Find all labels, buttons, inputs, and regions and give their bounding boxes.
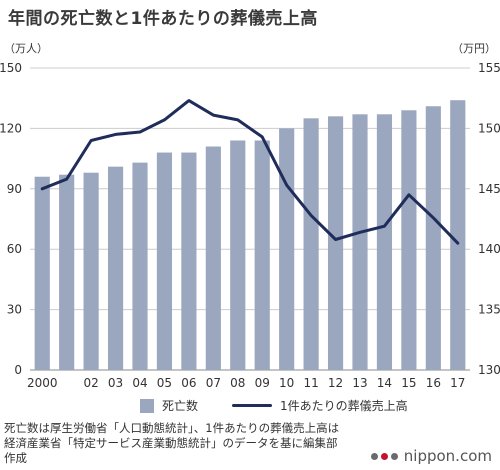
bar-deaths [279,128,295,370]
right-tick-label: 130 [478,363,500,377]
x-tick-label: 10 [279,376,294,390]
bar-deaths [254,140,270,370]
brand-text: nippon.com [403,447,492,465]
legend-label-funeral-sales: 1件あたりの葬儀売上高 [280,399,408,413]
right-axis-unit: （万円） [452,42,496,55]
bar-deaths [59,174,75,370]
bar-deaths [425,106,441,371]
bar-deaths [156,152,173,370]
x-tick-label: 07 [206,376,221,390]
right-tick-label: 150 [478,121,500,135]
bar-deaths [376,114,393,370]
left-tick-label: 150 [0,61,22,75]
bar-deaths [34,176,50,370]
source-note-line: 経済産業省「特定サービス産業動態統計」のデータを基に編集部 [4,436,338,450]
left-tick-label: 30 [7,303,22,317]
x-tick-label: 14 [377,376,392,390]
bar-deaths [107,166,124,370]
bar-deaths [352,114,368,370]
line-funeral-sales [40,99,460,245]
x-tick-label: 02 [83,376,98,390]
brand-dots-icon [370,452,398,460]
source-note-line: 作成 [4,451,27,465]
right-tick-label: 145 [478,182,500,196]
bar-deaths [132,162,148,370]
legend-item-deaths: 死亡数 [140,397,198,414]
bar-deaths [181,152,197,370]
x-tick-label: 09 [255,376,270,390]
bar-deaths [327,116,344,370]
right-tick-label: 155 [478,61,500,75]
brand-logo: nippon.com [370,447,492,465]
x-tick-label: 04 [132,376,147,390]
legend-line-swatch [232,404,272,407]
bar-deaths [450,100,466,371]
source-note-line: 死亡数は厚生労働省「人口動態統計」、1件あたりの葬儀売上高は [4,421,340,435]
x-tick-label: 06 [181,376,196,390]
x-tick-label: 16 [426,376,441,390]
legend-bar-swatch [140,398,154,413]
legend: 死亡数 1件あたりの葬儀売上高 [0,397,500,417]
chart-title: 年間の死亡数と1件あたりの葬儀売上高 [8,9,318,29]
left-tick-label: 120 [0,121,22,135]
legend-item-funeral-sales: 1件あたりの葬儀売上高 [232,397,408,414]
x-tick-label: 17 [450,376,465,390]
left-tick-label: 0 [14,363,22,377]
x-tick-label: 12 [328,376,343,390]
x-tick-label: 05 [157,376,172,390]
x-tick-label: 08 [230,376,245,390]
source-note: 死亡数は厚生労働省「人口動態統計」、1件あたりの葬儀売上高は 経済産業省「特定サ… [4,421,339,466]
bar-deaths [83,172,99,370]
left-axis-unit: （万人） [4,42,48,55]
bar-deaths [205,146,221,370]
right-tick-label: 135 [478,303,500,317]
legend-label-deaths: 死亡数 [162,399,199,413]
x-tick-label: 03 [108,376,123,390]
right-tick-label: 140 [478,242,500,256]
bar-deaths [303,118,319,370]
bar-deaths [401,110,417,370]
x-tick-label: 11 [303,376,318,390]
x-tick-label: 13 [352,376,367,390]
left-tick-label: 60 [7,242,22,256]
left-tick-label: 90 [7,182,22,196]
x-tick-label: 15 [401,376,416,390]
x-tick-label: 2000 [27,376,58,390]
bar-deaths [230,140,246,370]
